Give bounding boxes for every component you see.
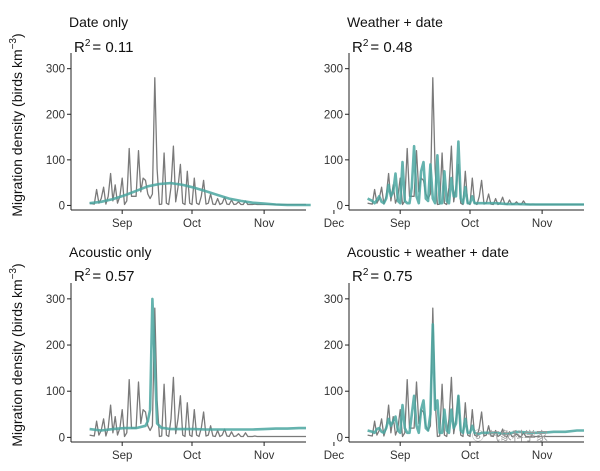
y-tick-label: 300 — [46, 294, 65, 306]
panel-title: Acoustic only — [69, 244, 151, 260]
observed-series-line — [367, 307, 584, 438]
x-tick-label: Oct — [183, 218, 202, 230]
tick-labels: 0 100 200 300 Sep Oct Nov Dec — [324, 64, 553, 230]
r2-label: R2 = 0.57 — [74, 267, 135, 285]
tick-labels: 0 100 200 300 Sep Oct Nov Dec — [324, 294, 553, 462]
x-tick-label: Dec — [324, 218, 345, 230]
predicted-series-line — [367, 322, 584, 436]
r2-symbol: R — [352, 268, 363, 285]
y-tick-label: 100 — [324, 155, 343, 167]
series-lines — [89, 77, 311, 207]
panel-title: Weather + date — [347, 14, 443, 30]
ylabel-exponent: −3 — [8, 38, 19, 50]
r2-symbol: R — [74, 39, 85, 56]
r2-value: = 0.11 — [92, 39, 133, 56]
r2-symbol: R — [352, 39, 363, 56]
y-tick-label: 0 — [337, 200, 343, 212]
r2-label: R2 = 0.75 — [352, 267, 413, 285]
panel-title: Acoustic + weather + date — [347, 244, 509, 260]
r2-value: = 0.48 — [370, 39, 412, 56]
y-tick-label: 300 — [46, 64, 65, 76]
predicted-series-line — [89, 297, 306, 432]
observed-series-line — [89, 77, 306, 206]
series-lines — [367, 307, 584, 438]
r2-exponent: 2 — [363, 38, 369, 49]
ylabel-close: ) — [9, 33, 25, 38]
ylabel-exponent: −3 — [8, 268, 19, 280]
predicted-series-line — [367, 140, 584, 206]
ylabel-text: Migration density (birds km — [9, 49, 25, 216]
x-tick-label: Dec — [324, 450, 345, 462]
x-tick-label: Nov — [532, 450, 553, 462]
panel-date-only: Date only R2 = 0.11 0 100 200 300 Sep Oct Nov De… — [46, 14, 345, 230]
axes — [70, 53, 306, 211]
tick-labels: 0 100 200 300 Sep Oct Nov Dec — [46, 294, 345, 462]
y-tick-label: 100 — [46, 155, 65, 167]
ylabel-text: Migration density (birds km — [9, 279, 25, 446]
y-tick-label: 200 — [324, 340, 343, 352]
panel-acoustic-only: Acoustic only R2 = 0.57 0 100 200 300 Sep Oct N… — [46, 244, 345, 462]
r2-exponent: 2 — [85, 38, 91, 49]
ylabel-close: ) — [9, 263, 25, 268]
x-tick-label: Oct — [461, 218, 480, 230]
y-axis-label-top: Migration density (birds km−3) — [8, 33, 25, 216]
x-tick-label: Oct — [183, 450, 202, 462]
x-tick-label: Nov — [532, 218, 553, 230]
y-tick-label: 100 — [46, 386, 65, 398]
y-tick-label: 100 — [324, 386, 343, 398]
r2-exponent: 2 — [363, 267, 369, 278]
x-tick-label: Sep — [112, 218, 132, 230]
y-tick-label: 200 — [46, 109, 65, 121]
y-tick-label: 0 — [337, 432, 343, 444]
x-tick-label: Nov — [254, 450, 275, 462]
y-tick-label: 300 — [324, 64, 343, 76]
x-tick-label: Nov — [254, 218, 275, 230]
panel-acoustic-weather-date: Acoustic + weather + date R2 = 0.75 0 100 2… — [324, 244, 584, 462]
r2-symbol: R — [74, 268, 85, 285]
x-tick-label: Oct — [461, 450, 480, 462]
r2-value: = 0.57 — [92, 268, 134, 285]
y-tick-label: 0 — [59, 432, 65, 444]
r2-value: = 0.75 — [370, 268, 412, 285]
r2-label: R2 = 0.48 — [352, 38, 413, 56]
axes — [70, 283, 306, 443]
series-lines — [89, 297, 306, 438]
axes — [348, 53, 584, 211]
panel-weather-date: Weather + date R2 = 0.48 0 100 200 300 Sep Oct… — [324, 14, 584, 230]
axes — [348, 283, 584, 443]
y-tick-label: 200 — [46, 340, 65, 352]
x-tick-label: Sep — [390, 218, 410, 230]
x-tick-label: Sep — [390, 450, 410, 462]
tick-labels: 0 100 200 300 Sep Oct Nov Dec — [46, 64, 345, 230]
series-lines — [367, 77, 584, 206]
y-tick-label: 0 — [59, 200, 65, 212]
observed-series-line — [89, 307, 306, 438]
y-tick-label: 200 — [324, 109, 343, 121]
y-axis-label-bottom: Migration density (birds km−3) — [8, 263, 25, 446]
r2-label: R2 = 0.11 — [74, 38, 133, 56]
panel-title: Date only — [69, 14, 128, 30]
x-tick-label: Sep — [112, 450, 132, 462]
predicted-series-line — [89, 181, 311, 207]
y-tick-label: 300 — [324, 294, 343, 306]
r2-exponent: 2 — [85, 267, 91, 278]
watermark: Ⓢ 气象科学家 — [472, 428, 548, 443]
